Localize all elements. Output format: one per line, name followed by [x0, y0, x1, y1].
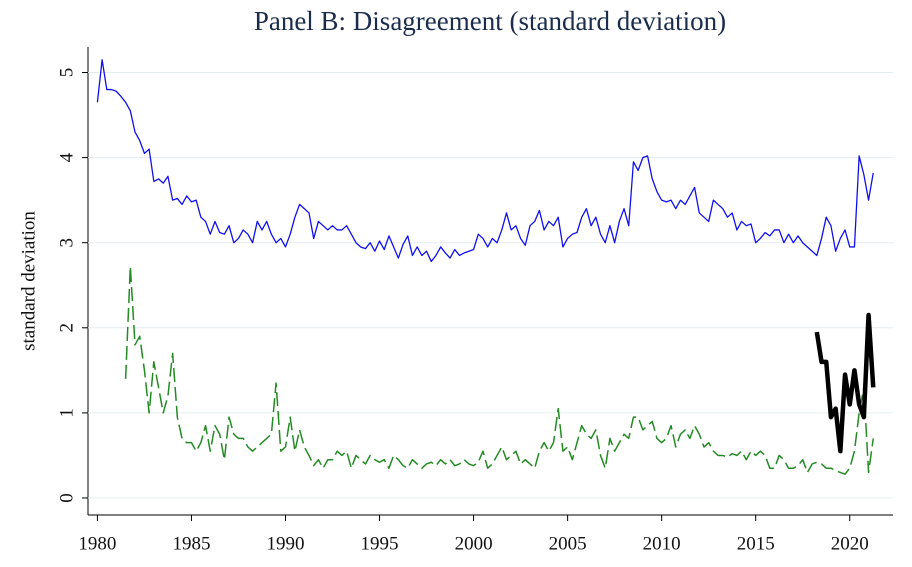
x-tick-label: 2005 [549, 533, 587, 554]
x-tick-label: 1980 [78, 533, 116, 554]
y-tick-label: 0 [56, 493, 77, 503]
y-tick-label: 3 [56, 238, 77, 248]
x-tick-label: 2020 [831, 533, 869, 554]
series-line [124, 265, 874, 475]
x-tick-label: 2010 [643, 533, 681, 554]
x-tick-label: 1990 [266, 533, 304, 554]
x-tick-label: 1985 [172, 533, 210, 554]
series-line [814, 312, 876, 454]
y-tick-label: 5 [56, 68, 77, 78]
x-tick-label: 2000 [455, 533, 493, 554]
x-tick-label: 2015 [737, 533, 775, 554]
y-tick-label: 2 [56, 323, 77, 333]
y-tick-label: 1 [56, 408, 77, 418]
y-tick-label: 4 [56, 152, 77, 162]
y-axis-label: standard deviation [18, 211, 39, 351]
chart-title: Panel B: Disagreement (standard deviatio… [254, 6, 726, 36]
x-tick-label: 1995 [361, 533, 399, 554]
series-line [96, 59, 874, 263]
